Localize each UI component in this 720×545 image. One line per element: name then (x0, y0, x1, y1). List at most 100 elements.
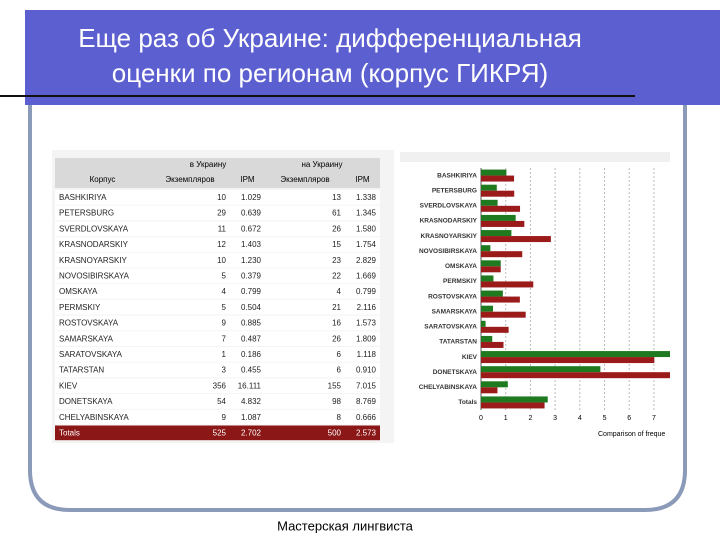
y-tick-label: DONETSKAYA (433, 369, 478, 376)
table-row (55, 378, 380, 394)
bar (481, 245, 491, 252)
y-tick-label: PETERSBURG (432, 187, 477, 194)
table-row (55, 205, 380, 221)
table-cell: 5 (222, 271, 227, 280)
table-cell: 16.111 (238, 381, 262, 390)
bar (481, 251, 523, 258)
table-cell: 12 (217, 240, 226, 249)
table-row (55, 394, 380, 409)
table-cell: PETERSBURG (59, 209, 114, 218)
table-row (55, 268, 380, 284)
y-tick-label: KRASNODARSKIY (420, 218, 478, 225)
chart-toolbar (400, 152, 670, 162)
bar (481, 205, 521, 212)
bar (481, 290, 503, 297)
bar (481, 396, 548, 403)
table-cell: 1.580 (356, 224, 377, 233)
y-tick-label: Totals (458, 399, 477, 406)
table-cell: 1.754 (356, 240, 377, 249)
table-cell: 6 (337, 350, 342, 359)
y-tick-label: CHELYABINSKAYA (419, 384, 478, 391)
table-cell: 61 (332, 209, 341, 218)
table-cell: 1.403 (241, 240, 262, 249)
bar (481, 326, 509, 333)
column-header: IPM (355, 175, 370, 184)
group-header: на Украину (301, 160, 342, 169)
y-tick-label: TATARSTAN (439, 339, 477, 346)
table-cell: 0.455 (241, 366, 262, 375)
table-row (55, 315, 380, 331)
bar (481, 402, 545, 409)
table-cell: 1.230 (241, 256, 262, 265)
title-line: оценки по регионам (корпус ГИКРЯ) (112, 58, 548, 88)
bar (481, 275, 494, 282)
table-cell: 10 (217, 193, 226, 202)
bar (481, 335, 493, 342)
table-cell: 0.910 (356, 366, 377, 375)
x-tick-label: 3 (553, 415, 557, 422)
table-cell: 54 (217, 397, 226, 406)
table-cell: 0.379 (241, 271, 262, 280)
table-cell: 0.487 (241, 334, 262, 343)
y-tick-label: BASHKIRIYA (437, 172, 477, 179)
title-band (25, 10, 720, 105)
table-cell: 4 (337, 287, 342, 296)
table-cell: 2.116 (357, 303, 377, 312)
table-cell: 1.809 (356, 334, 377, 343)
table-cell: KIEV (59, 381, 78, 390)
column-header: IPM (240, 175, 255, 184)
footer: Мастерская лингвиста (277, 518, 414, 533)
table-cell: SAMARSKAYA (59, 334, 114, 343)
bar (481, 199, 498, 206)
table-cell: TATARSTAN (59, 366, 104, 375)
table-cell: 0.504 (241, 303, 262, 312)
table-row (55, 409, 380, 425)
table-cell: 29 (217, 209, 226, 218)
bar (481, 266, 501, 273)
table-cell: 0.799 (241, 287, 262, 296)
table-cell: 7 (222, 334, 227, 343)
bar (481, 281, 534, 288)
table-header (55, 158, 380, 188)
y-tick-label: KRASNOYARSKIY (421, 233, 478, 240)
table-cell: 21 (332, 303, 341, 312)
table-cell: 2.702 (241, 428, 262, 437)
bar (481, 236, 551, 243)
table-cell: 4 (222, 287, 227, 296)
bar (481, 351, 670, 358)
title-line: Еще раз об Украине: дифференциальная (78, 23, 582, 53)
table-cell: 0.639 (241, 209, 262, 218)
table-row (55, 237, 380, 252)
group-header: в Украину (190, 160, 226, 169)
x-tick-label: 2 (528, 415, 532, 422)
table-row (55, 221, 380, 237)
y-tick-label: NOVOSIBIRSKAYA (419, 248, 477, 255)
bar (481, 357, 655, 364)
table-cell: 9 (222, 319, 227, 328)
table-cell: 1.029 (241, 193, 262, 202)
table-cell: 2.829 (356, 256, 377, 265)
column-header: Экземпляров (280, 175, 329, 184)
table-row (55, 190, 380, 205)
y-tick-label: ROSTOVSKAYA (428, 293, 477, 300)
table-cell: CHELYABINSKAYA (59, 413, 129, 422)
x-tick-label: 6 (627, 415, 631, 422)
x-tick-label: 4 (578, 415, 582, 422)
total-row (55, 425, 380, 441)
table-cell: SVERDLOVSKAYA (59, 224, 129, 233)
bar (481, 387, 498, 394)
table-row (55, 299, 380, 315)
bar (481, 175, 515, 182)
table-cell: 0.186 (241, 350, 262, 359)
table-cell: 6 (337, 366, 342, 375)
table-row (55, 331, 380, 346)
table-cell: BASHKIRIYA (59, 193, 107, 202)
table-cell: ROSTOVSKAYA (59, 319, 119, 328)
table-cell: 525 (213, 428, 227, 437)
table-cell: 155 (328, 381, 342, 390)
bar (481, 372, 670, 379)
table-cell: 1 (222, 350, 227, 359)
table-cell: 0.666 (356, 413, 377, 422)
table-cell: 1.345 (356, 209, 377, 218)
